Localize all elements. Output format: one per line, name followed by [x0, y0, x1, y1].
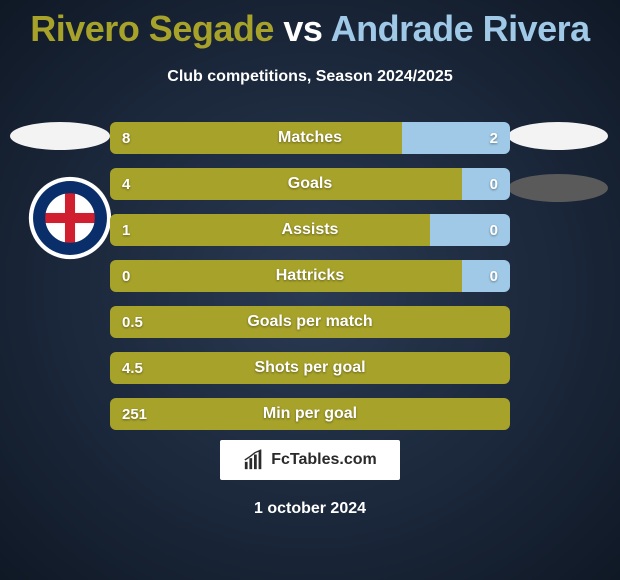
stat-row: 00Hattricks: [110, 260, 510, 292]
player2-avatar-placeholder-1: [508, 122, 608, 150]
date-text: 1 october 2024: [0, 500, 620, 518]
subtitle: Club competitions, Season 2024/2025: [0, 68, 620, 86]
stat-label: Matches: [110, 122, 510, 154]
player1-name: Rivero Segade: [30, 8, 274, 49]
vs-text: vs: [283, 8, 322, 49]
club-badge-icon: [28, 176, 112, 260]
stat-label: Goals per match: [110, 306, 510, 338]
comparison-bars: 82Matches 40Goals 10Assists 00Hattricks 0.5G…: [110, 122, 510, 444]
stat-row: 251Min per goal: [110, 398, 510, 430]
stat-label: Min per goal: [110, 398, 510, 430]
brand-text: FcTables.com: [271, 451, 377, 469]
stat-label: Hattricks: [110, 260, 510, 292]
stat-row: 10Assists: [110, 214, 510, 246]
stat-row: 0.5Goals per match: [110, 306, 510, 338]
stat-row: 4.5Shots per goal: [110, 352, 510, 384]
stat-row: 40Goals: [110, 168, 510, 200]
chart-icon: [243, 449, 265, 471]
player1-avatar-placeholder: [10, 122, 110, 150]
comparison-title: Rivero Segade vs Andrade Rivera: [0, 0, 620, 50]
stat-label: Shots per goal: [110, 352, 510, 384]
stat-label: Goals: [110, 168, 510, 200]
brand-badge: FcTables.com: [220, 440, 400, 480]
club-badge: [28, 176, 112, 260]
player2-avatar-placeholder-2: [508, 174, 608, 202]
stat-label: Assists: [110, 214, 510, 246]
player2-name: Andrade Rivera: [331, 8, 590, 49]
stat-row: 82Matches: [110, 122, 510, 154]
